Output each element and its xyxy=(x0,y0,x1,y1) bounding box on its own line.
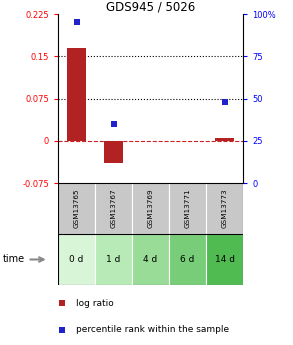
Bar xyxy=(95,234,132,285)
Bar xyxy=(169,234,206,285)
Text: GSM13773: GSM13773 xyxy=(222,189,227,228)
Text: GSM13765: GSM13765 xyxy=(74,189,79,228)
Title: GDS945 / 5026: GDS945 / 5026 xyxy=(106,1,195,14)
Bar xyxy=(215,138,234,141)
Text: GSM13769: GSM13769 xyxy=(147,189,154,228)
Bar xyxy=(67,48,86,141)
Bar xyxy=(132,183,169,234)
Bar xyxy=(104,141,123,163)
Bar xyxy=(58,234,95,285)
Text: 6 d: 6 d xyxy=(180,255,195,264)
Text: log ratio: log ratio xyxy=(76,299,114,308)
Bar xyxy=(169,183,206,234)
Text: percentile rank within the sample: percentile rank within the sample xyxy=(76,325,230,334)
Text: 4 d: 4 d xyxy=(143,255,158,264)
Bar xyxy=(132,234,169,285)
Bar xyxy=(95,183,132,234)
Text: GSM13771: GSM13771 xyxy=(185,189,190,228)
Bar xyxy=(58,183,95,234)
Text: GSM13767: GSM13767 xyxy=(110,189,117,228)
Text: 0 d: 0 d xyxy=(69,255,84,264)
Bar xyxy=(206,183,243,234)
Text: 1 d: 1 d xyxy=(106,255,121,264)
Text: 14 d: 14 d xyxy=(214,255,234,264)
Text: time: time xyxy=(3,255,25,265)
Bar xyxy=(206,234,243,285)
